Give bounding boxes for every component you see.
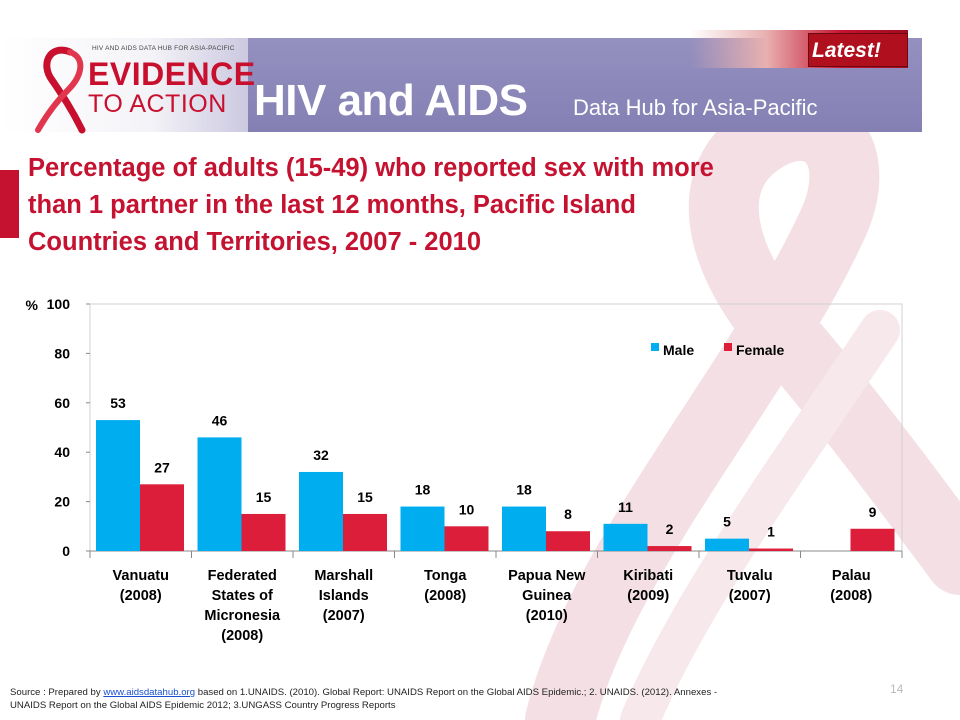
logo-evidence-text: EVIDENCE [88, 56, 256, 92]
bar-chart: 0 20 40 60 80 100% 53 46 32 18 18 11 5 27 15 15 10 8 2 1 9 Va… [26, 296, 903, 644]
source-prefix: Source : Prepared by [10, 687, 104, 698]
bar-female [647, 546, 692, 551]
category-label: Guinea [522, 588, 572, 604]
bar-male [299, 471, 343, 551]
title-accent-bar [0, 170, 19, 238]
bar-female [444, 526, 489, 551]
legend-label-female: Female [736, 342, 784, 358]
slide-title-line-1: Percentage of adults (15-49) who reporte… [28, 154, 714, 182]
data-label-male: 5 [723, 514, 731, 530]
page-number: 14 [890, 682, 904, 696]
category-label: (2008) [424, 588, 466, 604]
slide-title: Percentage of adults (15-49) who reporte… [28, 150, 908, 261]
category-label: (2008) [120, 588, 162, 604]
legend-swatch-male [651, 343, 659, 351]
data-label-female: 27 [154, 459, 170, 475]
bar-male [705, 538, 749, 551]
category-label: Kiribati [623, 568, 673, 584]
data-label-female: 15 [256, 489, 272, 505]
legend-label-male: Male [663, 342, 694, 358]
source-line-2: UNAIDS Report on the Global AIDS Epidemi… [10, 700, 396, 711]
logo-panel [0, 38, 248, 132]
category-label: Micronesia [204, 608, 281, 624]
latest-badge [808, 33, 908, 67]
data-label-female: 1 [767, 524, 775, 540]
logo-action-text: TO ACTION [88, 90, 227, 118]
header-title: HIV and AIDS [254, 76, 528, 125]
category-label: (2009) [627, 588, 669, 604]
category-label: Papua New [508, 568, 586, 584]
latest-badge-label: Latest! [812, 39, 881, 62]
y-tick-label: 0 [62, 543, 70, 559]
bar-female [546, 531, 590, 551]
category-label: Tonga [424, 568, 467, 584]
legend-swatch-female [724, 343, 732, 351]
data-label-female: 9 [869, 504, 877, 520]
data-label-male: 18 [415, 482, 431, 498]
red-ribbon-icon [35, 46, 86, 134]
data-label-male: 18 [516, 482, 532, 498]
category-label: (2007) [323, 608, 365, 624]
category-label: (2007) [729, 588, 771, 604]
bar-female [140, 484, 184, 551]
category-label: Vanuatu [113, 568, 169, 584]
category-label: (2008) [221, 628, 263, 644]
data-label-male: 11 [618, 499, 633, 515]
category-label: States of [212, 588, 273, 604]
bar-male [603, 523, 648, 551]
bar-female [850, 528, 895, 551]
data-label-male: 53 [110, 395, 126, 411]
y-tick-label: 20 [54, 494, 70, 510]
bar-male [400, 506, 445, 551]
data-label-male: 32 [313, 447, 329, 463]
y-tick-label: 60 [54, 395, 70, 411]
category-label: (2010) [526, 608, 568, 624]
category-label: Islands [319, 588, 369, 604]
data-label-male: 46 [212, 412, 228, 428]
y-axis-label: % [26, 297, 39, 313]
logo-tagline: HIV AND AIDS DATA HUB FOR ASIA-PACIFIC [92, 45, 235, 52]
bar-female [343, 513, 387, 551]
data-label-female: 15 [357, 489, 373, 505]
bar-male [96, 420, 140, 551]
slide-title-line-3: Countries and Territories, 2007 - 2010 [28, 228, 482, 256]
data-label-female: 2 [666, 521, 674, 537]
category-label: Marshall [314, 568, 373, 584]
bar-female [241, 513, 286, 551]
source-link[interactable]: www.aidsdatahub.org [103, 687, 196, 698]
source-note: Source : Prepared by www.aidsdatahub.org… [10, 686, 950, 712]
source-rest: based on 1.UNAIDS. (2010). Global Report… [195, 687, 718, 698]
category-label: Federated [208, 568, 277, 584]
slide-title-line-2: than 1 partner in the last 12 months, Pa… [28, 191, 636, 219]
bar-female [749, 548, 793, 551]
category-label: (2008) [830, 588, 872, 604]
bar-male [197, 437, 242, 551]
data-label-female: 10 [459, 501, 475, 517]
source-line-1: Source : Prepared by www.aidsdatahub.org… [10, 686, 950, 699]
category-label: Palau [832, 568, 871, 584]
category-label: Tuvalu [727, 568, 773, 584]
y-tick-label: 100 [47, 296, 71, 312]
header-subtitle: Data Hub for Asia-Pacific [573, 95, 818, 120]
bar-male [502, 506, 546, 551]
y-tick-label: 80 [54, 345, 70, 361]
data-label-female: 8 [564, 506, 572, 522]
y-tick-label: 40 [54, 444, 70, 460]
